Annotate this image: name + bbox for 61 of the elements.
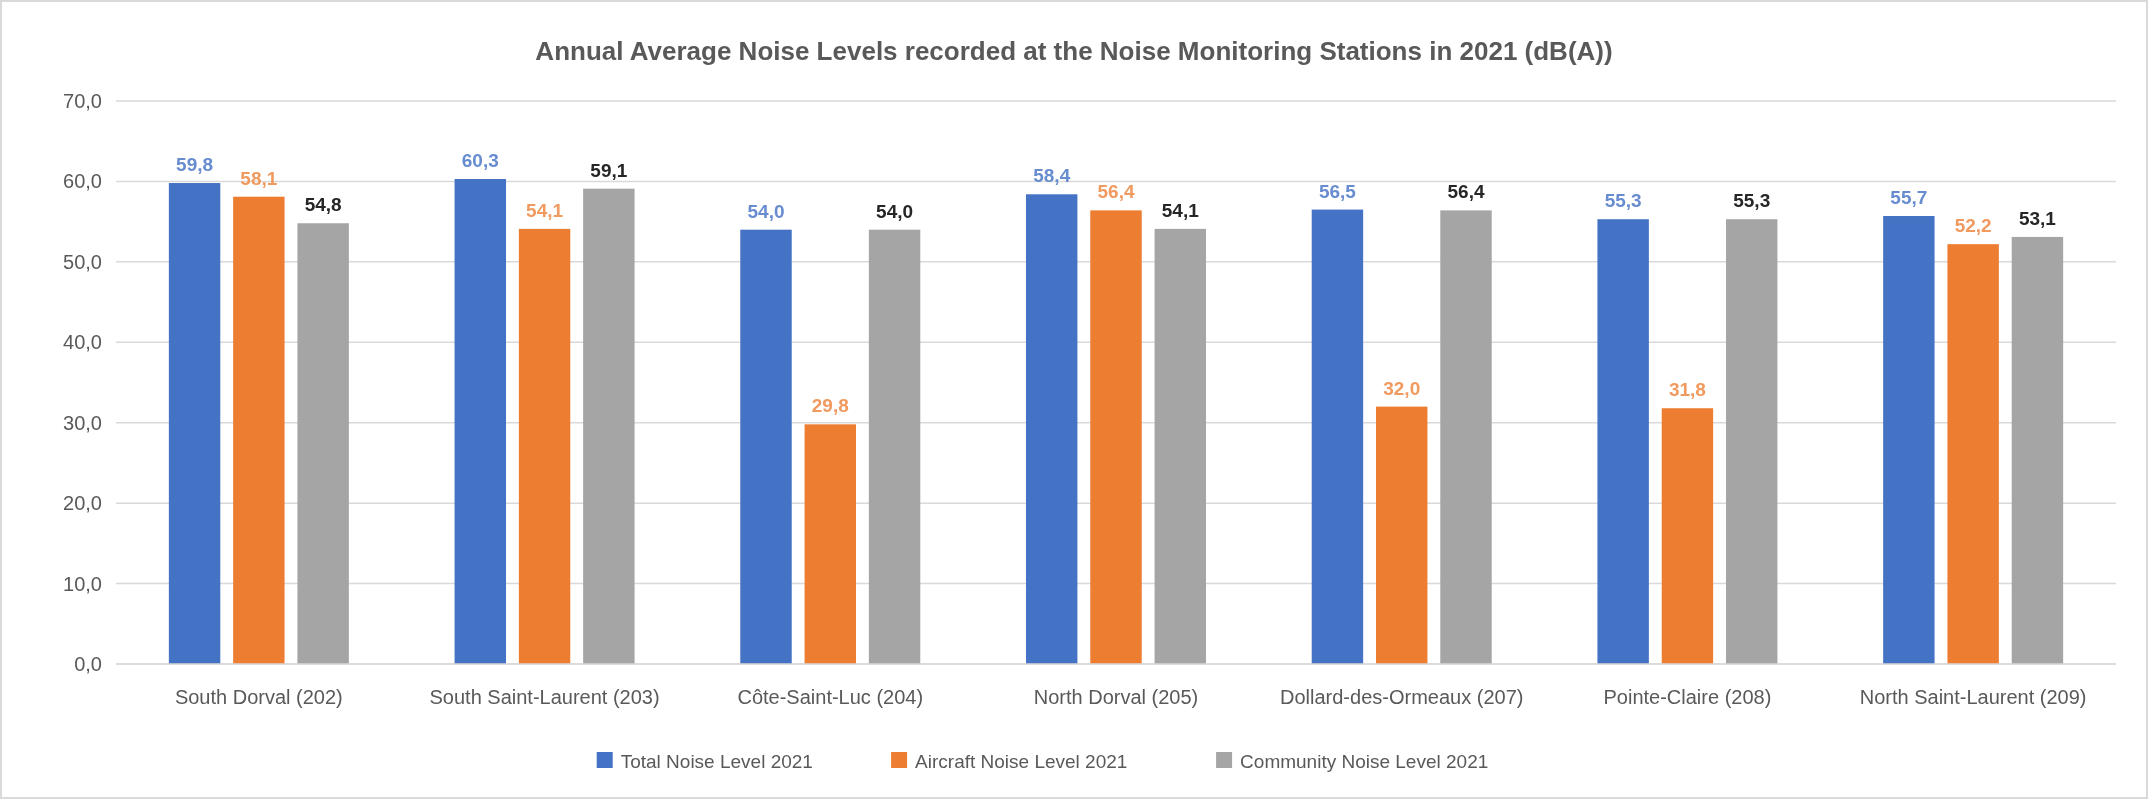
- bar: [168, 183, 221, 664]
- bar: [1154, 228, 1206, 664]
- bar: [518, 228, 571, 664]
- bar: [1026, 194, 1078, 664]
- data-label: 29,8: [811, 395, 849, 417]
- data-label: 59,1: [590, 159, 628, 181]
- bar: [1376, 406, 1428, 664]
- x-tick-label: Dollard-des-Ormeaux (207): [1280, 686, 1524, 708]
- x-tick-label: Pointe-Claire (208): [1603, 686, 1772, 708]
- y-tick-label: 0,0: [74, 653, 102, 675]
- data-label: 54,1: [526, 199, 564, 221]
- data-label: 54,1: [1161, 199, 1200, 221]
- bar: [1311, 209, 1364, 664]
- data-label: 59,8: [176, 154, 214, 176]
- data-label: 54,0: [747, 200, 785, 222]
- legend-label: Total Noise Level 2021: [620, 750, 813, 772]
- bar: [868, 229, 921, 664]
- data-label: 54,0: [876, 200, 914, 222]
- data-label: 32,0: [1383, 377, 1421, 399]
- data-label: 60,3: [461, 150, 499, 172]
- x-tick-label: North Saint-Laurent (209): [1859, 686, 2087, 708]
- bar: [804, 424, 856, 664]
- bar: [297, 223, 349, 664]
- x-tick-label: South Saint-Laurent (203): [429, 686, 660, 708]
- bar: [1661, 408, 1714, 664]
- bar: [1440, 210, 1492, 664]
- data-label: 55,3: [1604, 190, 1642, 212]
- data-label: 55,7: [1890, 187, 1928, 209]
- data-label: 53,1: [2018, 207, 2057, 229]
- bar: [233, 196, 285, 664]
- chart-title: Annual Average Noise Levels recorded at the Noise Monitoring Stations in 2021 (dB(A)): [535, 36, 1613, 66]
- bar: [1947, 244, 1999, 664]
- bar: [454, 179, 506, 664]
- bar: [583, 188, 635, 664]
- bar: [1726, 219, 1778, 664]
- legend-label: Aircraft Noise Level 2021: [915, 750, 1128, 772]
- y-tick-label: 60,0: [63, 170, 102, 193]
- y-tick-label: 10,0: [63, 572, 102, 595]
- y-tick-label: 40,0: [63, 331, 102, 354]
- data-label: 56,5: [1318, 180, 1357, 202]
- x-tick-label: North Dorval (205): [1033, 686, 1199, 708]
- bar: [1090, 210, 1142, 664]
- y-tick-label: 70,0: [63, 90, 102, 112]
- data-label: 58,4: [1033, 165, 1071, 187]
- bar: [2011, 236, 2064, 664]
- legend-label: Community Noise Level 2021: [1240, 750, 1489, 772]
- data-label: 52,2: [1954, 215, 1992, 237]
- data-label: 58,1: [240, 167, 278, 189]
- y-tick-label: 30,0: [63, 411, 102, 434]
- y-tick-label: 20,0: [63, 492, 102, 515]
- data-label: 31,8: [1668, 379, 1706, 401]
- bar: [1597, 219, 1649, 664]
- data-label: 56,4: [1097, 181, 1135, 203]
- data-label: 54,8: [304, 194, 342, 216]
- bar: [740, 229, 792, 664]
- y-tick-label: 50,0: [63, 250, 102, 273]
- data-label: 55,3: [1733, 190, 1771, 212]
- bar: [1883, 216, 1935, 664]
- x-tick-label: Côte-Saint-Luc (204): [737, 686, 924, 708]
- data-label: 56,4: [1447, 181, 1485, 203]
- x-tick-label: South Dorval (202): [174, 686, 343, 708]
